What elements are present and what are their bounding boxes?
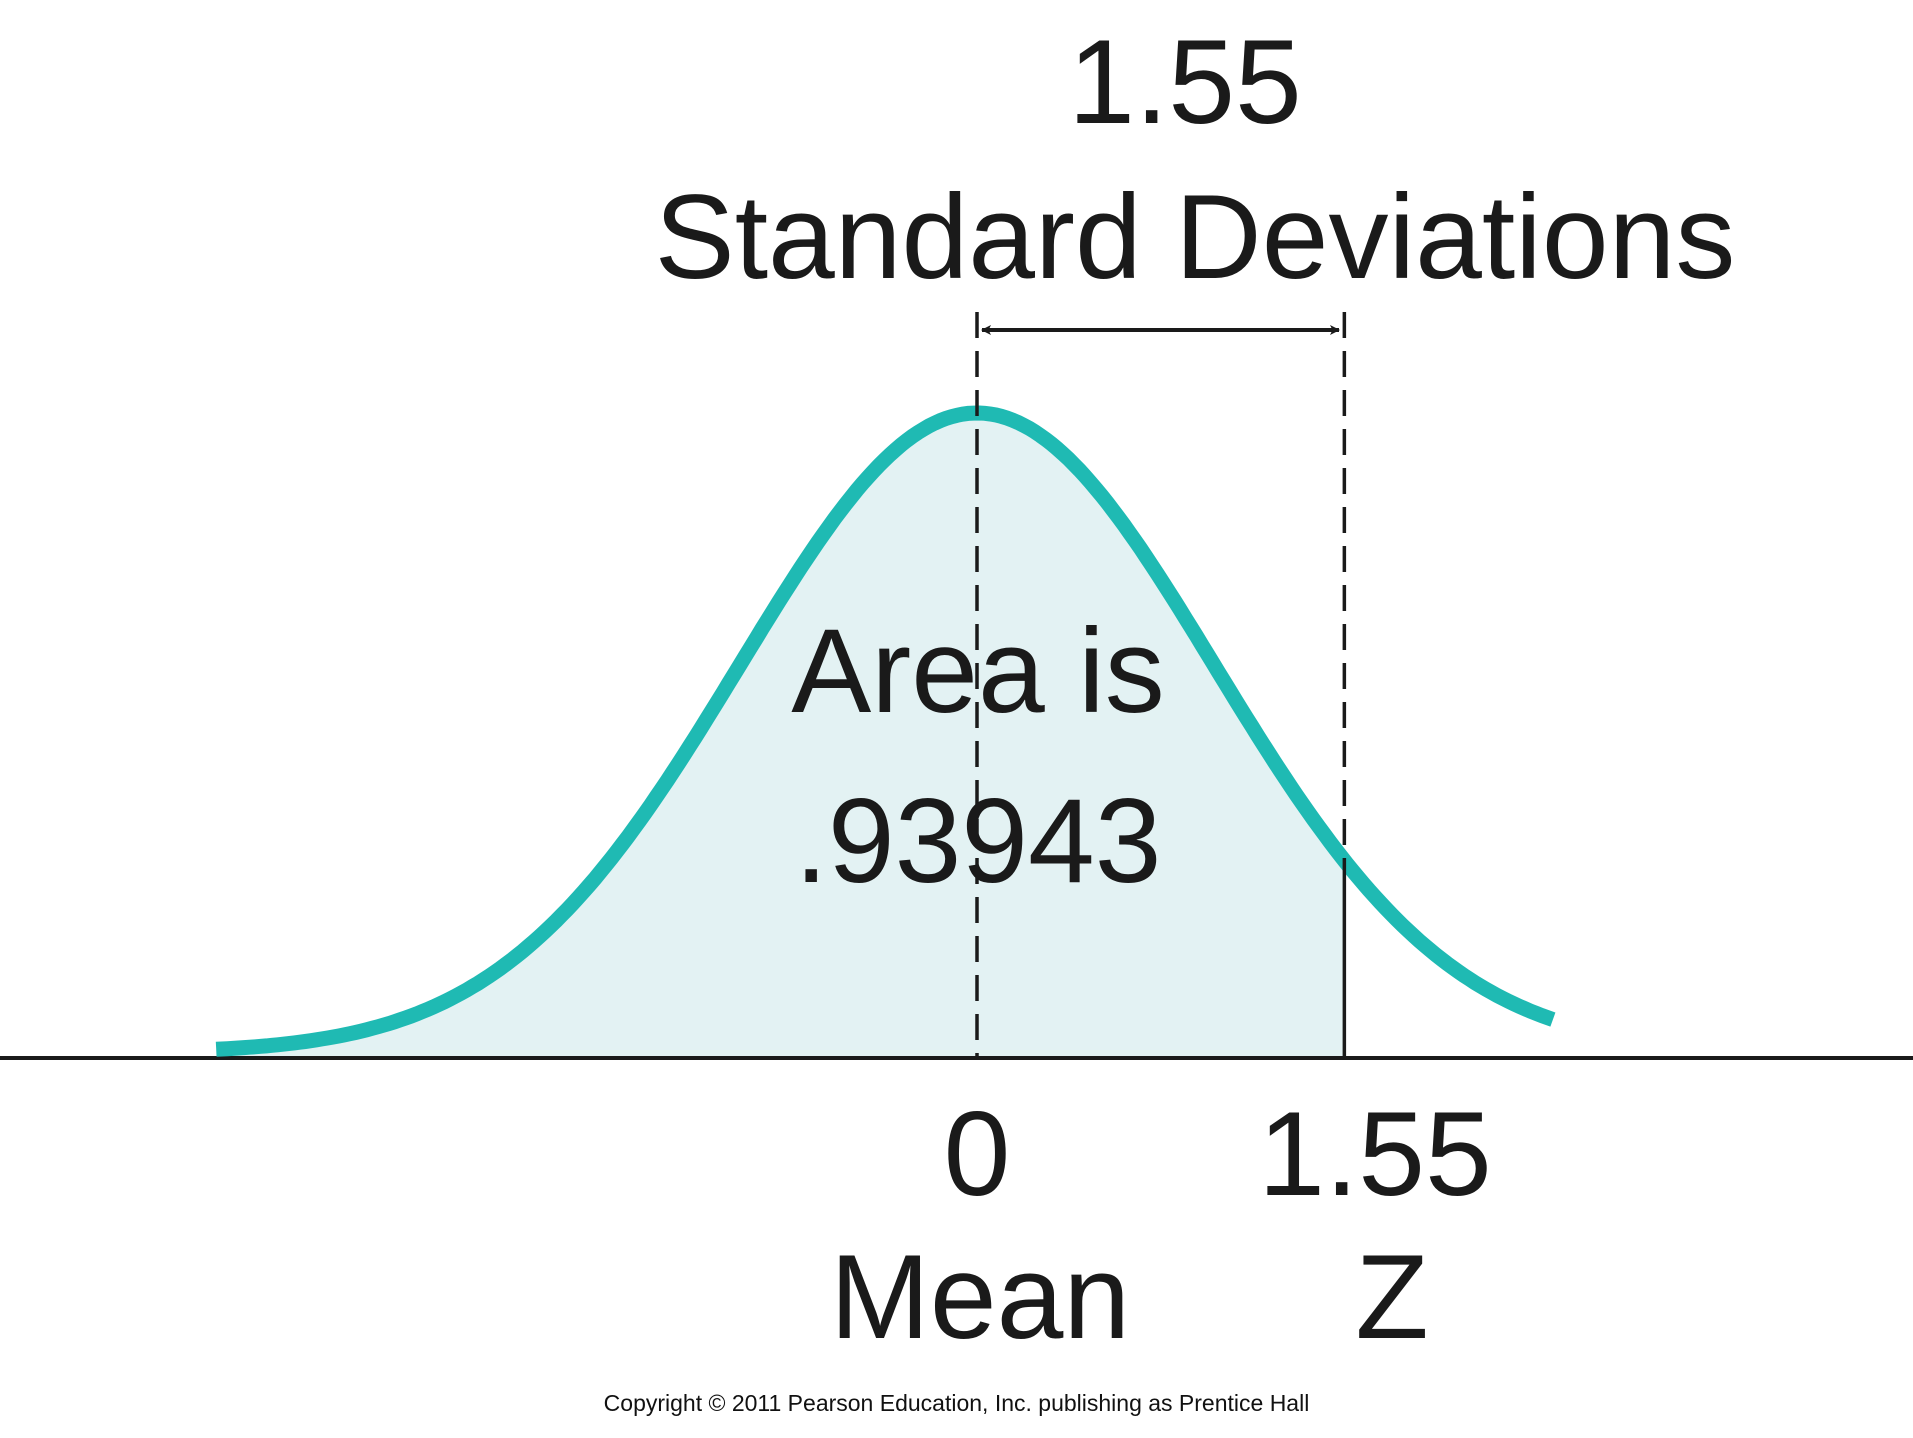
z-tick-label: 1.55 (1258, 1087, 1492, 1221)
area-label-line1: Area is (791, 604, 1164, 738)
mean-tick-label: 0 (944, 1087, 1011, 1221)
distance-value-label: 1.55 (1068, 15, 1302, 149)
mean-label: Mean (830, 1230, 1130, 1364)
normal-curve (215, 405, 1556, 1057)
area-label-line2: .93943 (794, 774, 1161, 908)
distance-caption-label: Standard Deviations (655, 170, 1736, 304)
z-label: Z (1355, 1230, 1428, 1364)
shaded-area (216, 413, 1345, 1058)
copyright-notice: Copyright © 2011 Pearson Education, Inc.… (603, 1390, 1310, 1416)
